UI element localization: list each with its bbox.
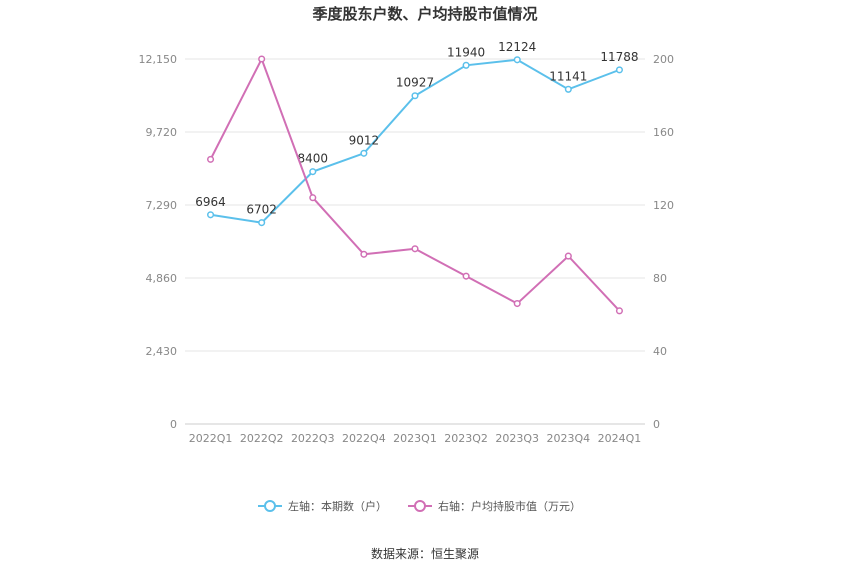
data-label: 6964 (195, 195, 226, 209)
x-tick-label: 2023Q3 (495, 432, 539, 445)
data-point[interactable] (564, 85, 572, 93)
right-tick-label: 40 (653, 345, 667, 358)
data-label: 9012 (349, 133, 380, 147)
left-tick-label: 7,290 (146, 199, 178, 212)
right-tick-label: 80 (653, 272, 667, 285)
data-point[interactable] (360, 250, 368, 258)
data-point[interactable] (207, 211, 215, 219)
left-tick-label: 4,860 (146, 272, 178, 285)
legend[interactable]: 左轴：本期数（户） 右轴：户均持股市值（万元） (258, 499, 581, 513)
data-point[interactable] (615, 307, 623, 315)
data-point[interactable] (615, 66, 623, 74)
data-point[interactable] (462, 272, 470, 280)
chart-title: 季度股东户数、户均持股市值情况 (312, 5, 537, 23)
right-tick-label: 200 (653, 53, 674, 66)
left-tick-label: 0 (170, 418, 177, 431)
data-point[interactable] (462, 61, 470, 69)
data-label: 11940 (447, 45, 485, 59)
data-label: 8400 (298, 152, 329, 166)
x-tick-label: 2024Q1 (598, 432, 642, 445)
data-point[interactable] (258, 55, 266, 63)
data-label: 11141 (549, 69, 587, 83)
data-point[interactable] (309, 168, 317, 176)
data-point[interactable] (513, 300, 521, 308)
data-point[interactable] (411, 245, 419, 253)
x-tick-label: 2022Q3 (291, 432, 335, 445)
legend-swatch-marker[interactable] (264, 500, 276, 512)
x-tick-label: 2022Q4 (342, 432, 386, 445)
left-tick-label: 2,430 (146, 345, 178, 358)
data-label: 11788 (600, 50, 638, 64)
legend-label[interactable]: 左轴：本期数（户） (288, 499, 387, 513)
data-point[interactable] (564, 252, 572, 260)
right-tick-label: 160 (653, 126, 674, 139)
data-point[interactable] (207, 155, 215, 163)
legend-swatch-marker[interactable] (414, 500, 426, 512)
data-source: 数据来源：恒生聚源 (371, 546, 479, 561)
data-point[interactable] (258, 219, 266, 227)
data-point[interactable] (309, 194, 317, 202)
series-group: 6964 6702 8400 9012 10927 11940 12124 11141 1178… (195, 40, 639, 315)
data-point[interactable] (513, 56, 521, 64)
x-tick-label: 2023Q4 (547, 432, 591, 445)
data-point[interactable] (411, 92, 419, 100)
right-tick-label: 0 (653, 418, 660, 431)
x-tick-label: 2022Q1 (189, 432, 233, 445)
right-tick-label: 120 (653, 199, 674, 212)
grid-lines (185, 58, 645, 425)
left-axis-ticks: 0 2,430 4,860 7,290 9,720 12,150 (139, 53, 178, 431)
x-tick-label: 2023Q2 (444, 432, 488, 445)
x-tick-label: 2023Q1 (393, 432, 437, 445)
x-axis-ticks: 2022Q1 2022Q2 2022Q3 2022Q4 2023Q1 2023Q2 2023… (189, 432, 642, 445)
legend-label[interactable]: 右轴：户均持股市值（万元） (438, 499, 581, 513)
data-label: 6702 (246, 203, 277, 217)
right-axis-ticks: 0 40 80 120 160 200 (653, 53, 674, 431)
data-point[interactable] (360, 149, 368, 157)
data-label: 12124 (498, 40, 536, 54)
x-tick-label: 2022Q2 (240, 432, 284, 445)
left-tick-label: 9,720 (146, 126, 178, 139)
left-tick-label: 12,150 (139, 53, 178, 66)
data-label: 10927 (396, 76, 434, 90)
